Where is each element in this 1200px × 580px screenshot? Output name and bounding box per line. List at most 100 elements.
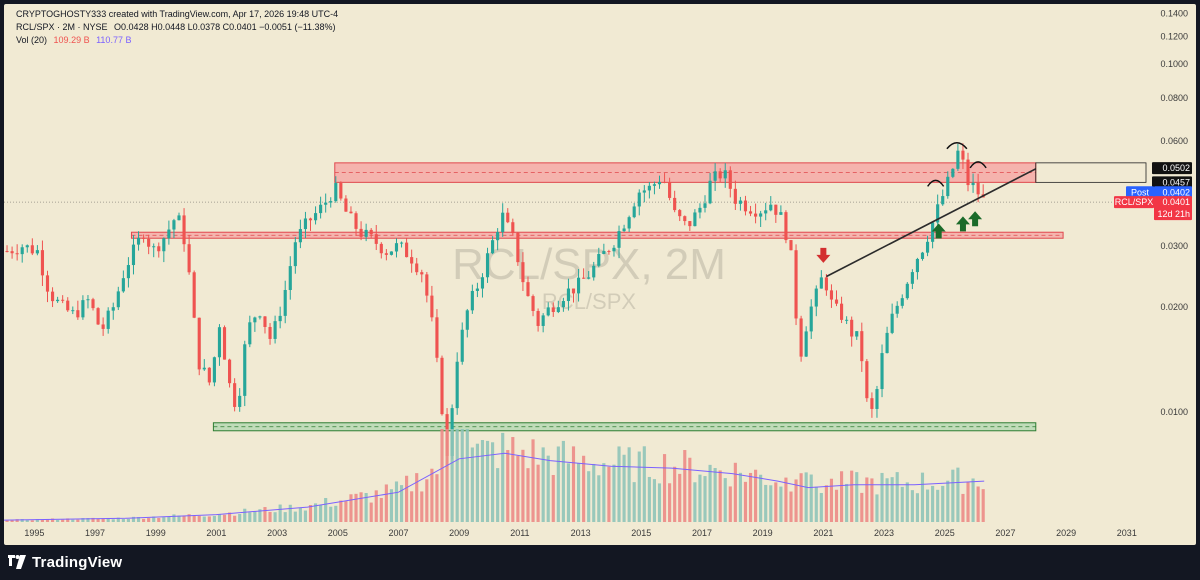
candle-body[interactable]	[627, 217, 631, 229]
candle-body[interactable]	[566, 288, 571, 302]
candle-body[interactable]	[111, 307, 115, 311]
candle-body[interactable]	[40, 250, 45, 276]
candle-body[interactable]	[521, 262, 525, 283]
candle-body[interactable]	[197, 317, 201, 370]
candle-body[interactable]	[885, 332, 889, 354]
candle-body[interactable]	[592, 265, 596, 278]
candle-body[interactable]	[460, 329, 464, 362]
candle-body[interactable]	[895, 305, 899, 314]
candle-body[interactable]	[496, 232, 500, 241]
candle-body[interactable]	[506, 212, 510, 223]
candle-body[interactable]	[845, 319, 849, 321]
candle-body[interactable]	[925, 241, 930, 253]
candle-body[interactable]	[162, 238, 166, 252]
candle-body[interactable]	[754, 213, 758, 217]
candle-body[interactable]	[121, 278, 125, 292]
candle-body[interactable]	[116, 291, 120, 308]
candle-body[interactable]	[683, 216, 687, 222]
candle-body[interactable]	[890, 313, 894, 333]
candle-body[interactable]	[602, 251, 606, 254]
candle-body[interactable]	[536, 310, 540, 326]
candle-body[interactable]	[840, 303, 844, 320]
candle-body[interactable]	[61, 299, 65, 301]
candle-body[interactable]	[344, 198, 348, 212]
candle-body[interactable]	[248, 322, 252, 345]
candle-body[interactable]	[920, 252, 925, 259]
candle-body[interactable]	[334, 183, 338, 202]
candle-body[interactable]	[809, 306, 813, 332]
candle-body[interactable]	[430, 295, 434, 318]
candle-body[interactable]	[855, 331, 859, 337]
candle-body[interactable]	[748, 211, 753, 214]
candle-body[interactable]	[693, 212, 697, 227]
candle-body[interactable]	[764, 210, 768, 214]
candle-body[interactable]	[71, 310, 75, 312]
bottom-support-zone[interactable]	[212, 422, 1037, 432]
candle-body[interactable]	[273, 321, 277, 339]
candle-body[interactable]	[405, 242, 409, 258]
candle-body[interactable]	[971, 182, 975, 186]
candle-body[interactable]	[915, 258, 920, 273]
candle-body[interactable]	[728, 170, 732, 189]
candle-body[interactable]	[420, 272, 424, 275]
candle-body[interactable]	[652, 184, 656, 186]
candle-body[interactable]	[308, 218, 313, 221]
candle-body[interactable]	[278, 315, 282, 322]
candle-body[interactable]	[20, 247, 24, 255]
candle-body[interactable]	[319, 204, 323, 214]
candle-body[interactable]	[101, 324, 105, 329]
candle-body[interactable]	[485, 253, 490, 278]
candle-body[interactable]	[202, 367, 206, 370]
candle-body[interactable]	[526, 282, 530, 297]
candle-body[interactable]	[804, 331, 808, 357]
candle-body[interactable]	[668, 182, 672, 198]
candle-body[interactable]	[642, 190, 646, 193]
candle-body[interactable]	[637, 192, 641, 207]
candle-body[interactable]	[814, 288, 818, 307]
candle-body[interactable]	[976, 182, 980, 195]
candle-body[interactable]	[561, 301, 565, 308]
candle-body[interactable]	[718, 171, 722, 179]
candle-body[interactable]	[152, 246, 156, 248]
candle-body[interactable]	[258, 316, 262, 318]
candle-body[interactable]	[288, 266, 292, 290]
candle-body[interactable]	[384, 253, 388, 255]
candle-body[interactable]	[339, 183, 343, 199]
candle-body[interactable]	[399, 242, 404, 244]
candle-body[interactable]	[708, 180, 712, 204]
candle-body[interactable]	[425, 274, 429, 296]
candle-body[interactable]	[789, 240, 793, 251]
candle-body[interactable]	[374, 234, 378, 244]
candle-body[interactable]	[293, 242, 297, 267]
candle-body[interactable]	[440, 357, 444, 415]
candle-body[interactable]	[81, 300, 85, 318]
candle-body[interactable]	[834, 299, 839, 304]
candle-body[interactable]	[126, 265, 130, 279]
candle-body[interactable]	[455, 361, 459, 409]
candle-body[interactable]	[870, 398, 874, 409]
candle-body[interactable]	[961, 150, 965, 160]
candle-body[interactable]	[622, 228, 626, 232]
candle-body[interactable]	[136, 237, 141, 245]
candle-body[interactable]	[15, 253, 19, 255]
candle-body[interactable]	[941, 196, 945, 205]
candle-body[interactable]	[865, 361, 869, 399]
candle-body[interactable]	[243, 344, 247, 396]
candle-body[interactable]	[369, 229, 373, 235]
candle-body[interactable]	[303, 218, 308, 230]
candle-body[interactable]	[157, 246, 161, 252]
candle-body[interactable]	[612, 247, 616, 252]
candle-body[interactable]	[946, 176, 950, 197]
candle-body[interactable]	[187, 244, 191, 273]
candle-body[interactable]	[784, 212, 788, 241]
candle-body[interactable]	[799, 318, 803, 357]
candle-body[interactable]	[233, 383, 237, 407]
candle-body[interactable]	[587, 277, 591, 279]
candle-body[interactable]	[182, 215, 186, 245]
candle-body[interactable]	[359, 228, 363, 237]
chart-area[interactable]: RCL/SPX, 2M RCL/SPX 0.1400 0.1200 0.1000 0.08…	[4, 4, 1196, 545]
candle-body[interactable]	[50, 291, 55, 302]
candle-body[interactable]	[349, 211, 353, 214]
candle-body[interactable]	[410, 257, 414, 264]
candle-body[interactable]	[698, 207, 702, 213]
